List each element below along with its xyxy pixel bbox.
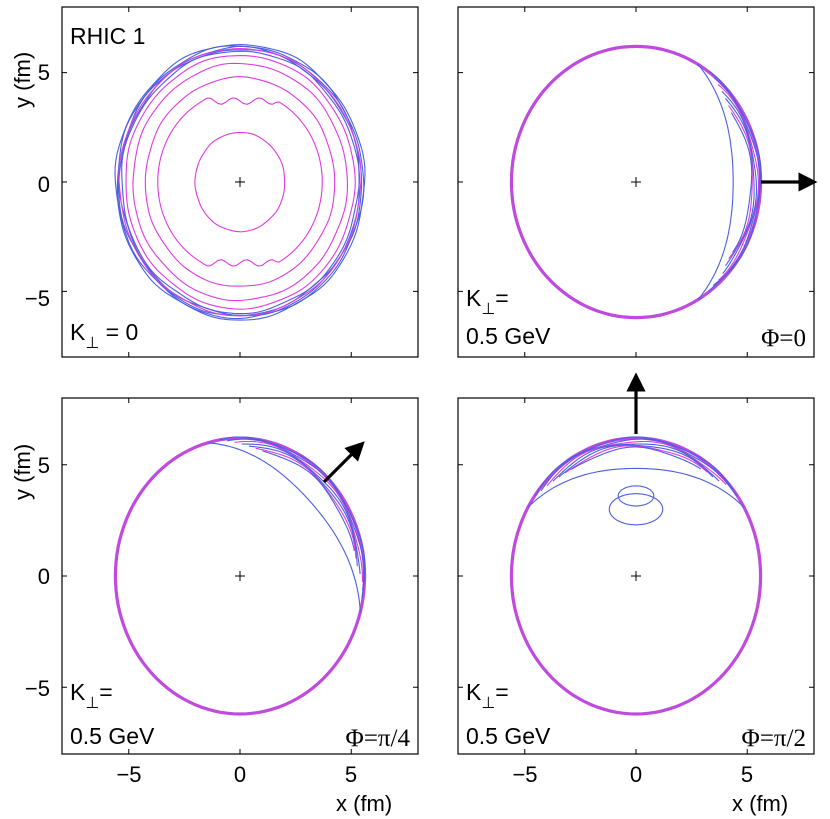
contour-layer bbox=[509, 44, 763, 320]
edge-contour bbox=[717, 83, 760, 281]
edge-contour bbox=[707, 70, 762, 293]
phi-label: Φ=0 bbox=[761, 325, 806, 352]
edge-contour bbox=[552, 443, 720, 482]
y-tick-label: 0 bbox=[38, 172, 50, 197]
magenta-contour bbox=[132, 62, 348, 302]
edge-contour bbox=[721, 90, 758, 274]
tick-labels: 5 0 −5 5 0 −5 −5 0 5 −5 0 5 bbox=[25, 60, 753, 787]
kperp-annotation: K⊥= bbox=[70, 679, 113, 712]
inner-contour bbox=[207, 442, 361, 613]
edge-contour bbox=[730, 112, 753, 253]
inner-loop-contour bbox=[617, 485, 655, 507]
edge-contour bbox=[728, 105, 753, 260]
inner-contour bbox=[697, 64, 734, 300]
phi-label: Φ=π/4 bbox=[346, 725, 411, 752]
edge-contour bbox=[255, 447, 357, 559]
edge-contour bbox=[248, 445, 358, 567]
magenta-contour bbox=[118, 47, 362, 317]
x-tick-label: 0 bbox=[630, 762, 642, 787]
center-marker bbox=[631, 571, 641, 581]
magenta-contour bbox=[157, 97, 323, 267]
x-tick-label: −5 bbox=[116, 762, 141, 787]
y-tick-label: 5 bbox=[38, 60, 50, 85]
x-axis-label: x (fm) bbox=[732, 791, 788, 816]
x-tick-label: 5 bbox=[741, 762, 753, 787]
x-tick-label: 0 bbox=[234, 762, 246, 787]
magenta-contour bbox=[194, 131, 286, 233]
panel-top-right: K⊥= 0.5 GeV Φ=0 bbox=[457, 6, 818, 358]
inner-loop-contour bbox=[608, 493, 664, 526]
edge-contour bbox=[546, 440, 727, 487]
y-tick-label: 0 bbox=[38, 564, 50, 589]
contour-layer bbox=[114, 43, 366, 321]
edge-contour bbox=[558, 444, 714, 478]
x-tick-label: 5 bbox=[345, 762, 357, 787]
phi-label: Φ=π/2 bbox=[742, 725, 806, 752]
y-tick-label: −5 bbox=[25, 286, 50, 311]
panel-top-left: RHIC 1 K⊥ = 0 y (fm) bbox=[10, 6, 419, 358]
y-tick-label: 5 bbox=[38, 453, 50, 478]
edge-contour bbox=[534, 436, 738, 497]
edge-contour bbox=[712, 77, 761, 287]
contour-layer bbox=[509, 436, 763, 716]
x-axis-label: x (fm) bbox=[336, 791, 392, 816]
edge-contour bbox=[564, 445, 708, 474]
inner-contour bbox=[527, 467, 745, 508]
center-marker bbox=[235, 177, 245, 187]
panel-bottom-right: K⊥= 0.5 GeV Φ=π/2 x (fm) bbox=[457, 372, 815, 816]
magenta-contour bbox=[144, 76, 336, 287]
blue-contour bbox=[121, 50, 360, 315]
kperp-value: 0.5 GeV bbox=[466, 723, 551, 749]
edge-contour bbox=[571, 446, 702, 470]
y-tick-label: −5 bbox=[25, 676, 50, 701]
center-marker bbox=[631, 177, 641, 187]
edge-contour bbox=[724, 98, 755, 267]
center-marker bbox=[235, 571, 245, 581]
kperp-annotation: K⊥ = 0 bbox=[70, 319, 138, 352]
edge-contour bbox=[262, 450, 355, 551]
kperp-annotation: K⊥= bbox=[466, 679, 509, 712]
edge-contour bbox=[540, 438, 733, 492]
kperp-annotation: K⊥= bbox=[466, 285, 509, 318]
blue-contour bbox=[116, 45, 365, 320]
y-axis-ticks bbox=[62, 398, 418, 754]
kperp-value: 0.5 GeV bbox=[70, 723, 155, 749]
y-axis-label: y (fm) bbox=[10, 444, 35, 500]
x-tick-label: −5 bbox=[512, 762, 537, 787]
panel-bottom-left: K⊥= 0.5 GeV Φ=π/4 y (fm) x (fm) bbox=[10, 397, 419, 816]
y-axis-label: y (fm) bbox=[10, 52, 35, 108]
kperp-value: 0.5 GeV bbox=[466, 323, 551, 349]
y-axis-ticks bbox=[62, 7, 418, 357]
panel-label: RHIC 1 bbox=[70, 23, 145, 49]
magenta-contour bbox=[125, 55, 356, 310]
phi-arrow bbox=[322, 441, 365, 484]
